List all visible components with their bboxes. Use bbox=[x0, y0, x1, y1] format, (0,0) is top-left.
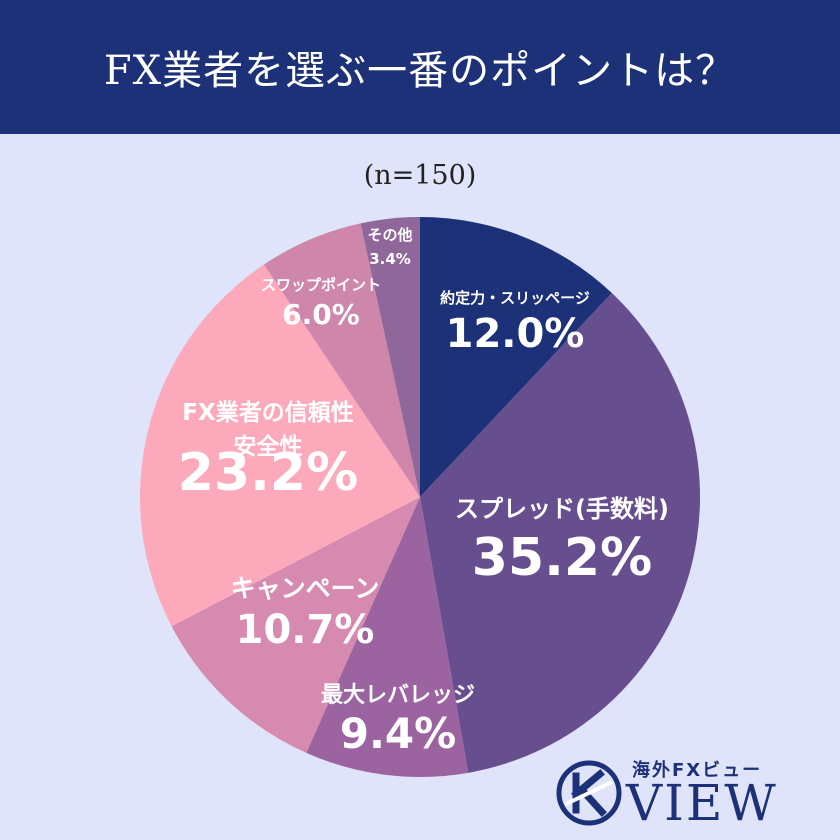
slice-value-4: 10.7% bbox=[236, 607, 375, 653]
slice-value-5: 23.2% bbox=[178, 443, 358, 503]
slice-label-5-line-1: FX業者の信頼性 bbox=[182, 399, 353, 426]
k-emblem-icon bbox=[556, 760, 622, 826]
slice-label-2: スプレッド(手数料) bbox=[455, 495, 669, 523]
slice-label-5-line-2: 安全性 bbox=[234, 433, 303, 460]
pie-slice-2 bbox=[420, 293, 701, 773]
logo-big-text: VIEW bbox=[626, 774, 778, 832]
pie-slice-3 bbox=[306, 497, 469, 777]
logo-small-text: 海外FXビュー bbox=[632, 760, 763, 781]
slice-value-3: 9.4% bbox=[340, 709, 456, 758]
pie-slice-1 bbox=[420, 217, 612, 497]
pie-slice-6 bbox=[263, 223, 420, 497]
pie-slice-4 bbox=[171, 497, 420, 753]
sample-size-note: (n=150) bbox=[363, 160, 477, 191]
slice-label-3: 最大レバレッジ bbox=[321, 683, 475, 708]
header-banner: FX業者を選ぶ一番のポイントは？ bbox=[0, 0, 840, 134]
slice-value-2: 35.2% bbox=[472, 528, 652, 588]
slice-label-7: その他 bbox=[367, 226, 412, 244]
slice-value-7: 3.4% bbox=[369, 250, 411, 268]
slice-value-6: 6.0% bbox=[282, 298, 360, 331]
slice-label-1: 約定力・スリッページ bbox=[440, 289, 590, 307]
slice-value-1: 12.0% bbox=[446, 311, 585, 357]
slice-label-4: キャンペーン bbox=[231, 574, 380, 603]
pie-slice-7 bbox=[360, 217, 420, 497]
brand-logo: 海外FXビュー VIEW bbox=[556, 752, 826, 832]
chart-title: FX業者を選ぶ一番のポイントは？ bbox=[103, 48, 737, 94]
slice-label-6: スワップポイント bbox=[261, 276, 381, 294]
pie-slice-5 bbox=[140, 264, 420, 627]
